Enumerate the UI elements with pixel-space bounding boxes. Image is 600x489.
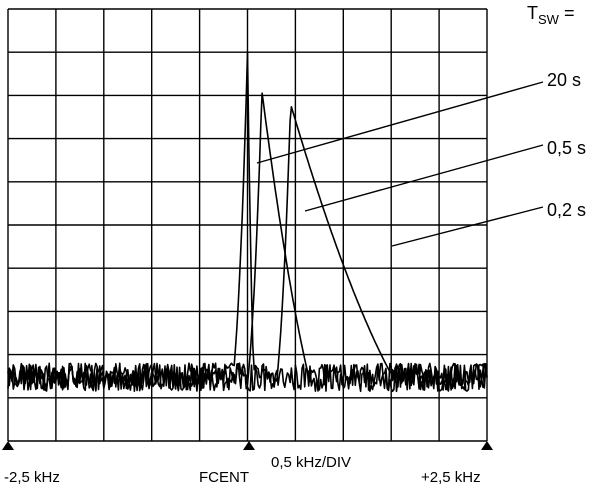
- legend-leader-lines: [256, 81, 544, 247]
- legend-leader-1: [304, 144, 544, 212]
- trace-group: [7, 51, 488, 393]
- x-tick-label-right: +2,5 kHz: [421, 469, 481, 486]
- legend-title: TSW =: [527, 3, 574, 27]
- legend-leader-2: [391, 206, 544, 247]
- trace-0-2-s: [7, 106, 488, 392]
- x-tick-marker-left: [2, 441, 14, 450]
- x-tick-label-center: FCENT: [199, 469, 249, 486]
- legend-label-0-5s: 0,5 s: [547, 138, 586, 158]
- x-tick-marker-center: [243, 441, 255, 450]
- x-tick-markers: [2, 441, 493, 450]
- legend-label-20s: 20 s: [547, 70, 581, 90]
- legend-label-0-2s: 0,2 s: [547, 200, 586, 220]
- x-tick-marker-right: [481, 441, 493, 450]
- x-axis-scale-label: 0,5 kHz/DIV: [271, 454, 351, 471]
- legend-leader-0: [256, 81, 544, 164]
- x-tick-label-left: -2,5 kHz: [4, 469, 60, 486]
